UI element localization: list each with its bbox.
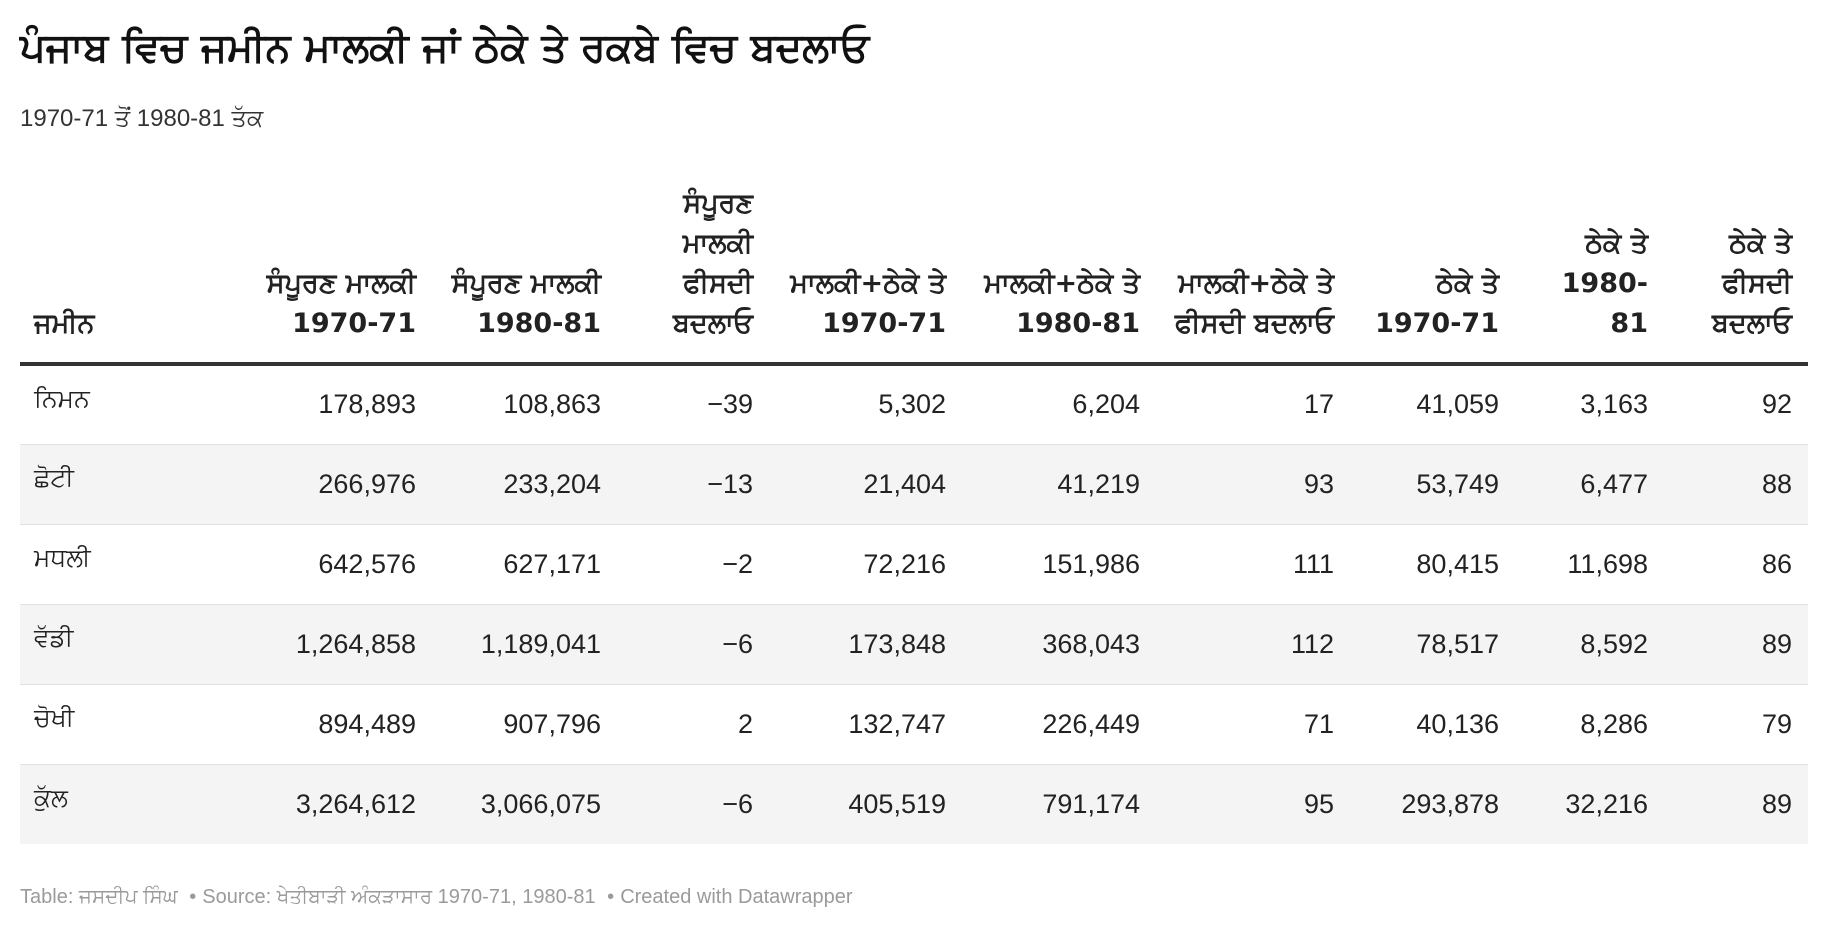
- table-cell: 112: [1156, 604, 1350, 685]
- table-cell: 293,878: [1350, 764, 1515, 844]
- table-cell: 907,796: [432, 684, 617, 765]
- column-header[interactable]: ਠੇਕੇ ਤੇ 1970-71: [1350, 178, 1515, 366]
- page-subtitle: 1970-71 ਤੋਂ 1980-81 ਤੱਕ: [20, 105, 264, 132]
- footer-separator: •: [607, 886, 615, 908]
- table-cell: −13: [617, 444, 769, 525]
- table-cell: 173,848: [769, 604, 962, 685]
- table-cell: 71: [1156, 684, 1350, 765]
- table-cell: 1,189,041: [432, 604, 617, 685]
- table-cell: 6,204: [962, 364, 1156, 445]
- table-row: ਛੋਟੀ 266,976 233,204 −13 21,404 41,219 93 53,74…: [20, 444, 1808, 525]
- page-title: ਪੰਜਾਬ ਵਿਚ ਜਮੀਨ ਮਾਲਕੀ ਜਾਂ ਠੇਕੇ ਤੇ ਰਕਬੇ ਵਿ…: [20, 25, 870, 71]
- row-label: ਨਿਮਨ: [20, 364, 195, 445]
- table-cell: −6: [617, 764, 769, 844]
- table-credit: Table: ਜਸਦੀਪ ਸਿੰਘ: [20, 886, 178, 908]
- table-header: ਜਮੀਨ ਸੰਪੂਰਣ ਮਾਲਕੀ 1970-71 ਸੰਪੂਰਣ ਮਾਲਕੀ 198…: [20, 178, 1808, 366]
- table-cell: 72,216: [769, 524, 962, 605]
- table-cell: 642,576: [195, 524, 432, 605]
- data-table: ਜਮੀਨ ਸੰਪੂਰਣ ਮਾਲਕੀ 1970-71 ਸੰਪੂਰਣ ਮਾਲਕੀ 198…: [20, 178, 1808, 844]
- footer: Table: ਜਸਦੀਪ ਸਿੰਘ • Source: ਖੇਤੀਬਾੜੀ ਅੰਕੜ…: [20, 886, 853, 909]
- column-header[interactable]: ਮਾਲਕੀ+ਠੇਕੇ ਤੇ ਫੀਸਦੀ ਬਦਲਾਓ: [1156, 178, 1350, 366]
- table-cell: 32,216: [1515, 764, 1664, 844]
- table-cell: 368,043: [962, 604, 1156, 685]
- table-cell: 2: [617, 684, 769, 765]
- datawrapper-credit[interactable]: Created with Datawrapper: [620, 886, 853, 908]
- table-cell: −2: [617, 524, 769, 605]
- table-cell: 894,489: [195, 684, 432, 765]
- table-cell: −39: [617, 364, 769, 445]
- table-container: ਪੰਜਾਬ ਵਿਚ ਜਮੀਨ ਮਾਲਕੀ ਜਾਂ ਠੇਕੇ ਤੇ ਰਕਬੇ ਵਿ…: [20, 0, 1808, 844]
- table-cell: 132,747: [769, 684, 962, 765]
- row-label: ਛੋਟੀ: [20, 444, 195, 525]
- table-cell: 1,264,858: [195, 604, 432, 685]
- table-row: ਨਿਮਨ 178,893 108,863 −39 5,302 6,204 17 41,059 3…: [20, 364, 1808, 445]
- table-cell: 178,893: [195, 364, 432, 445]
- table-cell: 89: [1664, 604, 1808, 685]
- table-cell: 41,059: [1350, 364, 1515, 445]
- table-cell: 92: [1664, 364, 1808, 445]
- table-cell: 79: [1664, 684, 1808, 765]
- table-cell: 791,174: [962, 764, 1156, 844]
- table-row: ਮਧਲੀ 642,576 627,171 −2 72,216 151,986 111 80,4…: [20, 524, 1808, 605]
- column-header[interactable]: ਸੰਪੂਰਣ ਮਾਲਕੀ 1970-71: [195, 178, 432, 366]
- source-note: Source: ਖੇਤੀਬਾੜੀ ਅੰਕੜਾਸਾਰ 1970-71, 1980-…: [202, 886, 596, 908]
- column-header[interactable]: ਸੰਪੂਰਣ ਮਾਲਕੀ 1980-81: [432, 178, 617, 366]
- table-cell: 8,592: [1515, 604, 1664, 685]
- row-label: ਮਧਲੀ: [20, 524, 195, 605]
- table-cell: 6,477: [1515, 444, 1664, 525]
- table-cell: −6: [617, 604, 769, 685]
- table-cell: 233,204: [432, 444, 617, 525]
- table-cell: 3,163: [1515, 364, 1664, 445]
- table-cell: 40,136: [1350, 684, 1515, 765]
- column-header[interactable]: ਠੇਕੇ ਤੇ ਫੀਸਦੀ ਬਦਲਾਓ: [1664, 178, 1808, 366]
- table-cell: 108,863: [432, 364, 617, 445]
- table-row: ਵੱਡੀ 1,264,858 1,189,041 −6 173,848 368,043 11…: [20, 604, 1808, 685]
- footer-separator: •: [189, 886, 197, 908]
- table-row: ਚੋਖੀ 894,489 907,796 2 132,747 226,449 71 40,13…: [20, 684, 1808, 765]
- table-cell: 151,986: [962, 524, 1156, 605]
- row-label: ਕੁੱਲ: [20, 764, 195, 844]
- table-cell: 88: [1664, 444, 1808, 525]
- column-header[interactable]: ਮਾਲਕੀ+ਠੇਕੇ ਤੇ 1980-81: [962, 178, 1156, 366]
- table-cell: 5,302: [769, 364, 962, 445]
- table-cell: 627,171: [432, 524, 617, 605]
- table-cell: 3,066,075: [432, 764, 617, 844]
- table-cell: 86: [1664, 524, 1808, 605]
- table-cell: 95: [1156, 764, 1350, 844]
- table-cell: 93: [1156, 444, 1350, 525]
- table-cell: 405,519: [769, 764, 962, 844]
- table-cell: 17: [1156, 364, 1350, 445]
- row-label: ਚੋਖੀ: [20, 684, 195, 765]
- table-cell: 111: [1156, 524, 1350, 605]
- table-cell: 11,698: [1515, 524, 1664, 605]
- table-cell: 266,976: [195, 444, 432, 525]
- table-cell: 226,449: [962, 684, 1156, 765]
- table-row: ਕੁੱਲ 3,264,612 3,066,075 −6 405,519 791,174 95…: [20, 764, 1808, 844]
- table-cell: 8,286: [1515, 684, 1664, 765]
- header-row: ਜਮੀਨ ਸੰਪੂਰਣ ਮਾਲਕੀ 1970-71 ਸੰਪੂਰਣ ਮਾਲਕੀ 198…: [20, 178, 1808, 366]
- table-cell: 41,219: [962, 444, 1156, 525]
- table-cell: 89: [1664, 764, 1808, 844]
- table-body: ਨਿਮਨ 178,893 108,863 −39 5,302 6,204 17 41,059 3…: [20, 364, 1808, 844]
- column-header[interactable]: ਮਾਲਕੀ+ਠੇਕੇ ਤੇ 1970-71: [769, 178, 962, 366]
- table-cell: 3,264,612: [195, 764, 432, 844]
- row-label: ਵੱਡੀ: [20, 604, 195, 685]
- table-cell: 53,749: [1350, 444, 1515, 525]
- column-header[interactable]: ਸੰਪੂਰਣ ਮਾਲਕੀ ਫੀਸਦੀ ਬਦਲਾਓ: [617, 178, 769, 366]
- table-cell: 21,404: [769, 444, 962, 525]
- table-cell: 78,517: [1350, 604, 1515, 685]
- column-header-land[interactable]: ਜਮੀਨ: [20, 178, 195, 366]
- table-cell: 80,415: [1350, 524, 1515, 605]
- column-header[interactable]: ਠੇਕੇ ਤੇ 1980-81: [1515, 178, 1664, 366]
